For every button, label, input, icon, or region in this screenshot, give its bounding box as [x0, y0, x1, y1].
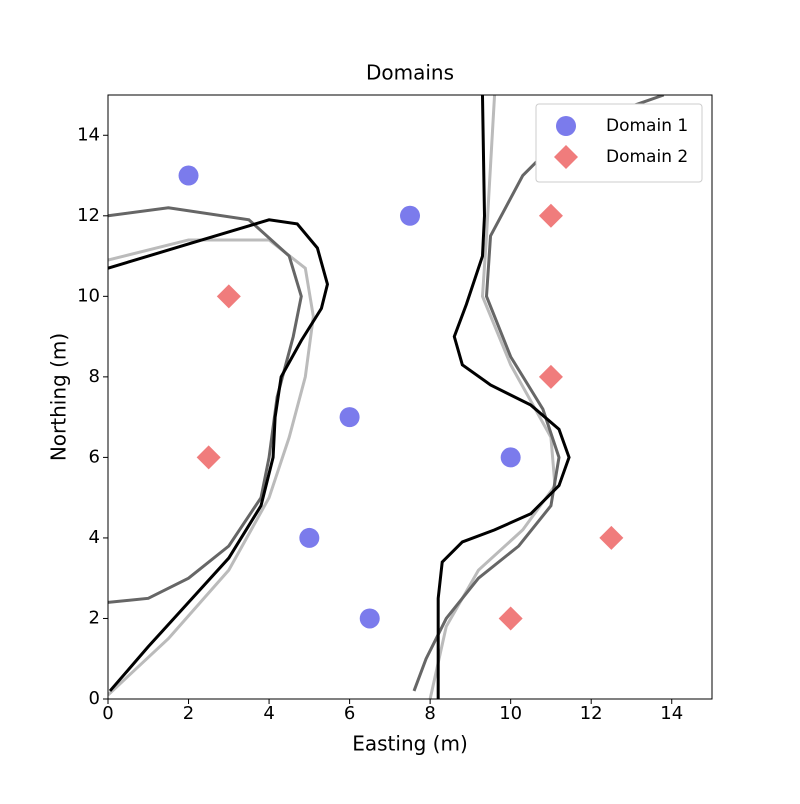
boundary-line: [412, 95, 665, 692]
y-tick-label: 8: [89, 366, 100, 387]
y-tick-label: 2: [89, 607, 100, 628]
legend-label: Domain 2: [606, 147, 688, 167]
diamond-marker: [196, 445, 221, 470]
y-tick-label: 6: [89, 446, 100, 467]
legend-label: Domain 1: [606, 116, 688, 136]
boundary-line: [108, 218, 330, 692]
circle-marker: [178, 165, 199, 186]
legend-box: [535, 103, 703, 183]
y-tick-label: 0: [89, 688, 100, 709]
circle-marker: [556, 116, 576, 136]
x-tick-label: 2: [183, 703, 194, 724]
y-tick-label: 14: [77, 124, 100, 145]
chart-title: Domains: [366, 61, 454, 85]
plot-frame: [107, 94, 713, 700]
x-tick-label: 10: [499, 703, 522, 724]
diamond-marker: [554, 145, 578, 169]
x-tick-label: 12: [580, 703, 603, 724]
boundary-line: [108, 238, 315, 697]
diamond-marker: [538, 364, 563, 389]
diamond-marker: [498, 606, 523, 631]
y-tick-label: 4: [89, 527, 100, 548]
x-tick-label: 4: [263, 703, 274, 724]
x-tick-label: 8: [424, 703, 435, 724]
x-tick-label: 0: [102, 703, 113, 724]
plot-points: [178, 165, 624, 631]
circle-marker: [299, 527, 320, 548]
x-tick-label: 14: [660, 703, 683, 724]
diamond-marker: [599, 525, 624, 550]
x-axis-label: Easting (m): [352, 732, 468, 756]
diamond-marker: [216, 284, 241, 309]
boundary-line: [436, 95, 571, 699]
circle-marker: [500, 447, 521, 468]
plot-lines: [108, 95, 665, 699]
diamond-marker: [538, 203, 563, 228]
y-axis-label: Northing (m): [47, 333, 71, 461]
y-tick-label: 10: [77, 285, 100, 306]
x-tick-label: 6: [344, 703, 355, 724]
y-tick-label: 12: [77, 205, 100, 226]
circle-marker: [400, 205, 420, 226]
circle-marker: [359, 608, 380, 629]
circle-marker: [339, 407, 360, 428]
